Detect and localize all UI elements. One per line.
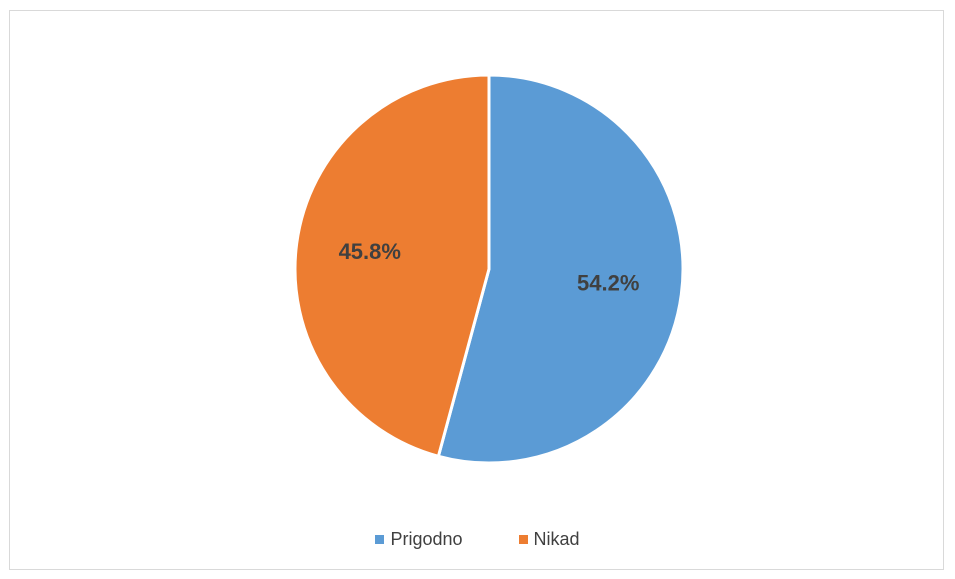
data-label-nikad: 45.8% xyxy=(339,239,401,264)
chart-area: 54.2% 45.8% Prigodno Nikad xyxy=(9,10,944,570)
pie-chart: 54.2% 45.8% xyxy=(293,73,685,465)
pie-slice-prigodno xyxy=(436,73,685,465)
legend-swatch-prigodno xyxy=(375,534,385,544)
data-label-prigodno: 54.2% xyxy=(577,271,639,296)
legend-swatch-nikad xyxy=(518,534,528,544)
legend-item-prigodno: Prigodno xyxy=(375,528,463,550)
legend: Prigodno Nikad xyxy=(10,525,945,553)
pie-slice-nikad xyxy=(293,73,491,458)
legend-label-prigodno: Prigodno xyxy=(390,528,463,549)
legend-item-nikad: Nikad xyxy=(518,528,580,550)
legend-label-nikad: Nikad xyxy=(533,528,580,549)
